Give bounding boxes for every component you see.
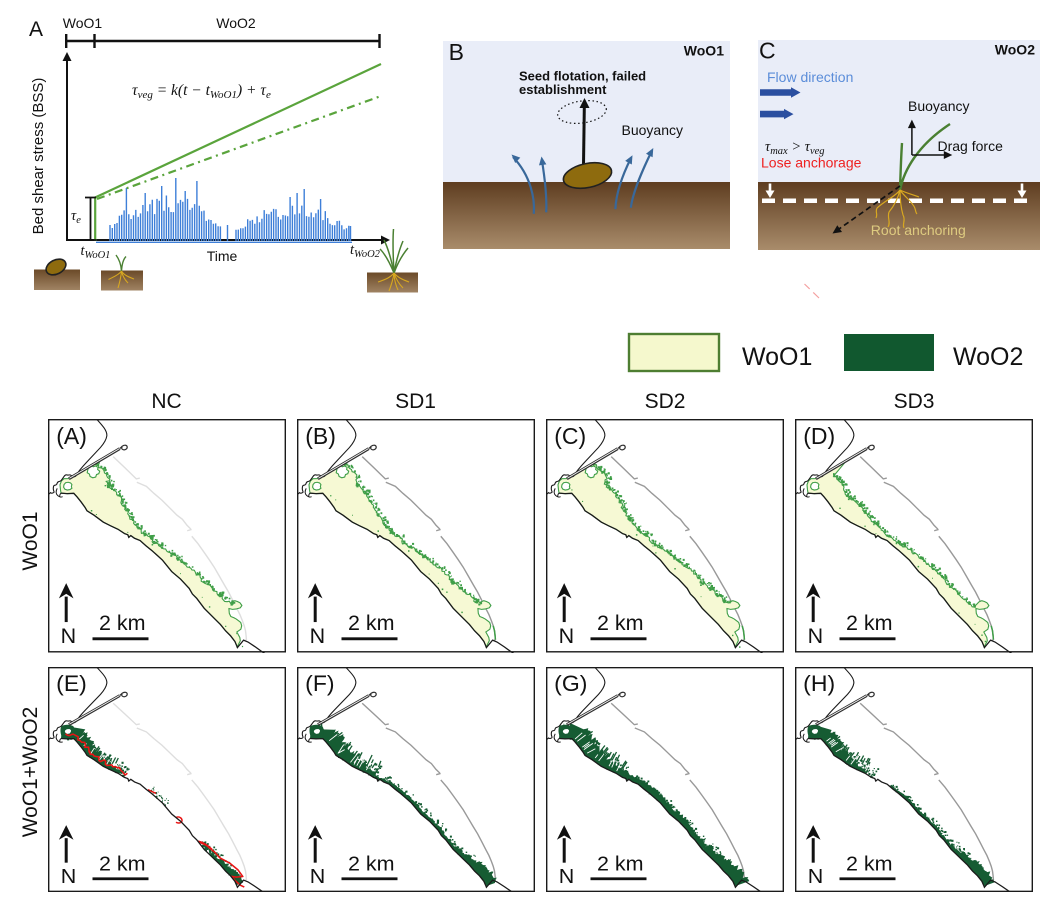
svg-text:WoO1: WoO1: [742, 343, 812, 371]
svg-text:A: A: [29, 18, 43, 41]
svg-text:(F): (F): [305, 671, 334, 696]
svg-text:establishment: establishment: [519, 82, 607, 97]
svg-text:Time: Time: [207, 248, 238, 264]
svg-text:WoO2: WoO2: [216, 15, 256, 31]
svg-text:tWoO2: tWoO2: [350, 242, 381, 260]
svg-text:Drag force: Drag force: [938, 138, 1004, 154]
svg-text:Flow direction: Flow direction: [767, 69, 853, 85]
svg-text:WoO1: WoO1: [63, 15, 103, 31]
svg-text:WoO2: WoO2: [953, 343, 1023, 371]
svg-text:WoO1: WoO1: [684, 43, 724, 59]
svg-text:(D): (D): [803, 423, 835, 449]
svg-text:WoO2: WoO2: [995, 42, 1035, 58]
svg-text:C: C: [759, 40, 776, 63]
svg-text:τveg = k(t − tWoO1) + τe: τveg = k(t − tWoO1) + τe: [132, 82, 271, 101]
svg-text:Buoyancy: Buoyancy: [908, 98, 969, 114]
svg-text:(A): (A): [56, 423, 87, 449]
svg-text:Lose anchorage: Lose anchorage: [761, 155, 862, 171]
svg-text:Bed shear stress (BSS): Bed shear stress (BSS): [30, 78, 47, 235]
svg-text:Seed flotation, failed: Seed flotation, failed: [519, 69, 646, 84]
svg-text:B: B: [449, 41, 464, 65]
svg-text:τe: τe: [71, 208, 81, 226]
svg-text:(H): (H): [803, 671, 835, 696]
svg-text:Buoyancy: Buoyancy: [622, 122, 683, 138]
svg-text:(E): (E): [56, 671, 87, 696]
svg-text:(C): (C): [554, 423, 586, 449]
svg-text:tWoO1: tWoO1: [81, 243, 111, 261]
svg-text:(B): (B): [305, 423, 336, 449]
svg-text:Root anchoring: Root anchoring: [871, 222, 966, 238]
svg-text:(G): (G): [554, 671, 587, 696]
